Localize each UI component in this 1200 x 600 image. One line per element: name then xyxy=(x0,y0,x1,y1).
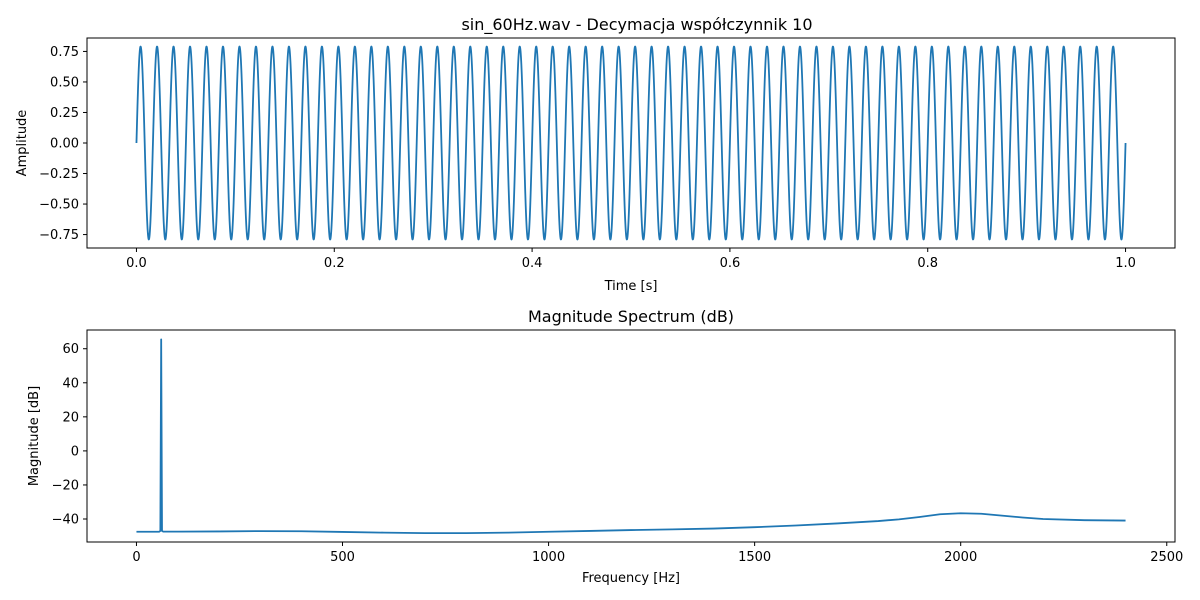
x-tick-label: 2000 xyxy=(944,550,977,565)
y-tick-label: 0 xyxy=(71,444,79,459)
series-line xyxy=(135,45,1127,241)
plot-area xyxy=(136,338,1126,535)
y-tick-label: −0.75 xyxy=(39,228,79,243)
x-axis-label: Frequency [Hz] xyxy=(582,571,680,586)
y-tick-label: 0.00 xyxy=(50,137,79,152)
y-tick-label: 20 xyxy=(62,410,79,425)
y-tick-label: 0.75 xyxy=(50,45,79,60)
x-tick-label: 0.6 xyxy=(720,256,741,271)
x-tick-label: 0.0 xyxy=(126,256,147,271)
y-tick-label: 0.50 xyxy=(50,75,79,90)
y-axis-ticks: −0.75 −0.50 −0.25 0.00 0.25 0.50 0.75 xyxy=(39,45,87,243)
y-axis-label: Magnitude [dB] xyxy=(27,386,42,486)
x-tick-label: 0 xyxy=(132,550,140,565)
x-axis-ticks: 0 500 1000 1500 2000 2500 xyxy=(132,542,1183,565)
y-tick-label: −40 xyxy=(52,513,79,528)
chart-title: sin_60Hz.wav - Decymacja współczynnik 10 xyxy=(461,15,812,35)
x-axis-ticks: 0.0 0.2 0.4 0.6 0.8 1.0 xyxy=(126,248,1136,271)
x-tick-label: 0.4 xyxy=(522,256,543,271)
y-tick-label: 60 xyxy=(62,342,79,357)
y-axis-label: Amplitude xyxy=(15,110,30,177)
x-tick-label: 1.0 xyxy=(1115,256,1136,271)
plot-area xyxy=(135,45,1127,241)
y-axis-ticks: −40 −20 0 20 40 60 xyxy=(52,342,87,528)
axes-frame xyxy=(86,329,1176,543)
x-tick-label: 0.8 xyxy=(917,256,938,271)
y-tick-label: −0.50 xyxy=(39,198,79,213)
x-axis-label: Time [s] xyxy=(604,279,658,294)
x-tick-label: 1500 xyxy=(738,550,771,565)
series-line xyxy=(136,338,1126,535)
x-tick-label: 2500 xyxy=(1150,550,1183,565)
x-tick-label: 1000 xyxy=(532,550,565,565)
x-tick-label: 500 xyxy=(330,550,355,565)
y-tick-label: 40 xyxy=(62,376,79,391)
chart-title: Magnitude Spectrum (dB) xyxy=(528,307,734,326)
time-domain-chart: sin_60Hz.wav - Decymacja współczynnik 10… xyxy=(15,15,1176,294)
x-tick-label: 0.2 xyxy=(324,256,345,271)
y-tick-label: −20 xyxy=(52,478,79,493)
spectrum-chart: Magnitude Spectrum (dB) 0 500 1000 1500 2000… xyxy=(27,307,1183,586)
y-tick-label: −0.25 xyxy=(39,167,79,182)
y-tick-label: 0.25 xyxy=(50,106,79,121)
